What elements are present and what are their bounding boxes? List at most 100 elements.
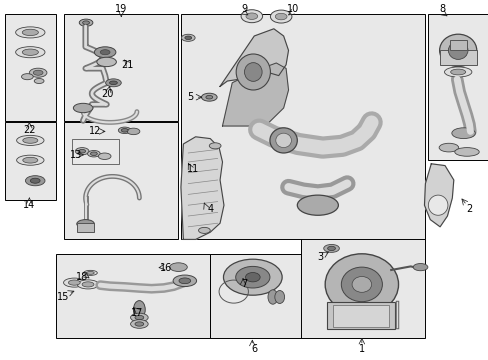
Ellipse shape xyxy=(173,275,196,287)
Ellipse shape xyxy=(169,263,187,271)
Ellipse shape xyxy=(79,149,85,153)
Ellipse shape xyxy=(30,178,40,183)
Ellipse shape xyxy=(323,244,339,252)
Ellipse shape xyxy=(118,127,131,134)
Ellipse shape xyxy=(450,69,465,75)
Ellipse shape xyxy=(275,13,286,20)
Ellipse shape xyxy=(105,79,121,87)
Ellipse shape xyxy=(451,128,474,139)
Ellipse shape xyxy=(77,220,94,228)
Text: 19: 19 xyxy=(115,4,127,14)
Ellipse shape xyxy=(34,78,44,84)
Ellipse shape xyxy=(22,49,38,55)
Ellipse shape xyxy=(16,27,45,38)
Bar xyxy=(439,50,476,65)
Ellipse shape xyxy=(198,228,210,233)
Bar xyxy=(332,305,388,327)
Bar xyxy=(56,254,210,338)
Ellipse shape xyxy=(73,103,93,113)
Text: 21: 21 xyxy=(121,60,133,70)
Text: 8: 8 xyxy=(439,4,445,14)
Bar xyxy=(63,122,178,239)
Ellipse shape xyxy=(269,128,297,153)
Ellipse shape xyxy=(77,280,99,289)
Bar xyxy=(72,139,119,164)
Bar xyxy=(63,14,178,121)
Text: 2: 2 xyxy=(466,204,471,214)
Ellipse shape xyxy=(184,36,191,40)
Ellipse shape xyxy=(79,19,93,26)
Ellipse shape xyxy=(241,10,262,23)
Polygon shape xyxy=(181,137,224,239)
Bar xyxy=(300,227,425,338)
Ellipse shape xyxy=(244,63,262,81)
Bar xyxy=(449,40,466,50)
Text: 16: 16 xyxy=(160,263,172,273)
Ellipse shape xyxy=(439,34,476,67)
Ellipse shape xyxy=(130,320,148,328)
Ellipse shape xyxy=(82,21,89,24)
Text: 20: 20 xyxy=(101,89,114,99)
Ellipse shape xyxy=(82,282,94,287)
Ellipse shape xyxy=(270,10,291,23)
Text: 14: 14 xyxy=(23,200,36,210)
Bar xyxy=(5,122,56,200)
Polygon shape xyxy=(222,63,288,126)
Ellipse shape xyxy=(201,93,217,101)
Ellipse shape xyxy=(351,276,371,292)
Ellipse shape xyxy=(245,273,260,282)
Ellipse shape xyxy=(179,278,190,284)
Ellipse shape xyxy=(87,150,100,157)
Ellipse shape xyxy=(327,246,335,251)
Ellipse shape xyxy=(438,143,458,152)
Ellipse shape xyxy=(109,81,117,85)
Polygon shape xyxy=(220,29,288,86)
Ellipse shape xyxy=(447,41,467,59)
Ellipse shape xyxy=(94,47,116,58)
Text: 5: 5 xyxy=(187,92,193,102)
Ellipse shape xyxy=(427,195,447,215)
Text: 18: 18 xyxy=(75,272,88,282)
Text: 6: 6 xyxy=(251,344,257,354)
Ellipse shape xyxy=(267,290,277,304)
Ellipse shape xyxy=(325,254,398,315)
Ellipse shape xyxy=(223,259,282,295)
Ellipse shape xyxy=(245,13,257,19)
Ellipse shape xyxy=(98,153,111,159)
Text: 15: 15 xyxy=(57,292,70,302)
Ellipse shape xyxy=(135,322,143,326)
Text: 11: 11 xyxy=(186,164,199,174)
Ellipse shape xyxy=(121,129,128,132)
Ellipse shape xyxy=(274,291,284,303)
Ellipse shape xyxy=(63,278,85,287)
Ellipse shape xyxy=(83,270,97,275)
Ellipse shape xyxy=(90,152,97,156)
Ellipse shape xyxy=(209,143,221,149)
Text: 17: 17 xyxy=(130,308,143,318)
Ellipse shape xyxy=(86,271,94,274)
Polygon shape xyxy=(424,164,453,227)
Text: 3: 3 xyxy=(317,252,323,262)
Bar xyxy=(427,14,488,160)
Text: 12: 12 xyxy=(89,126,102,136)
Ellipse shape xyxy=(235,266,269,288)
Ellipse shape xyxy=(23,157,38,163)
Ellipse shape xyxy=(133,301,145,319)
Ellipse shape xyxy=(127,128,140,135)
Bar xyxy=(326,302,394,329)
Ellipse shape xyxy=(17,155,44,165)
Ellipse shape xyxy=(97,57,116,67)
Bar xyxy=(181,14,425,239)
Ellipse shape xyxy=(68,280,80,285)
Ellipse shape xyxy=(236,54,270,90)
Ellipse shape xyxy=(275,133,291,148)
Ellipse shape xyxy=(17,135,44,145)
Ellipse shape xyxy=(33,70,43,75)
Ellipse shape xyxy=(412,264,427,271)
Ellipse shape xyxy=(130,313,148,322)
Text: 7: 7 xyxy=(241,279,247,289)
Text: 1: 1 xyxy=(358,344,364,354)
Ellipse shape xyxy=(297,195,338,215)
Ellipse shape xyxy=(22,29,38,36)
Ellipse shape xyxy=(181,34,195,41)
